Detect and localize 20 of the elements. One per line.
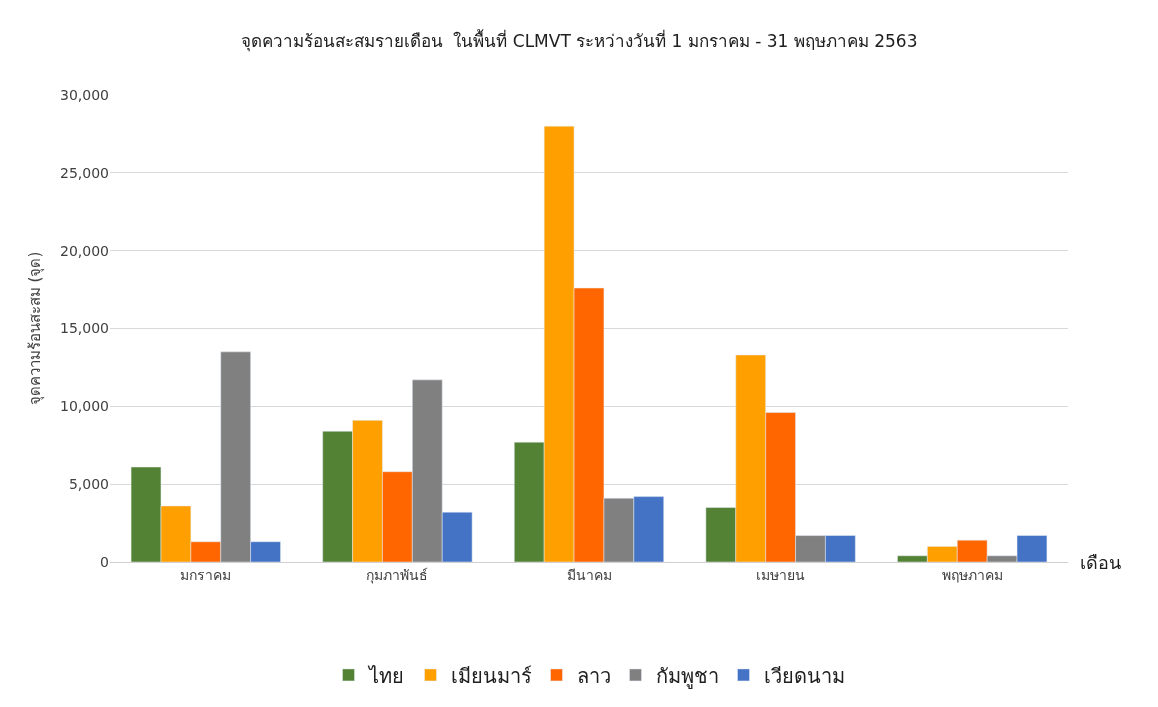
y-tick-label: 25,000 [60, 164, 109, 181]
legend-label: ลาว [576, 663, 611, 688]
y-axis-title: จุดความร้อนสะสม (จุด) [26, 251, 46, 406]
x-tick-label: พฤษภาคม [941, 566, 1003, 583]
x-tick-label: มีนาคม [566, 566, 612, 583]
x-axis-title: เดือน [1080, 552, 1121, 573]
legend-label: เวียดนาม [763, 663, 845, 688]
y-tick-label: 20,000 [60, 242, 109, 259]
x-tick-label: เมษายน [756, 566, 806, 583]
y-tick-label: 5,000 [68, 476, 109, 493]
y-tick-label: 30,000 [60, 86, 109, 103]
legend-label: ไทย [366, 663, 404, 688]
chart-title: จุดความร้อนสะสมรายเดือน ในพื้นที่ CLMVT ระหว่างวันที่ 1 มกราคม - 31 พฤษภาคม 2563 [240, 29, 918, 53]
legend-label: เมียนมาร์ [450, 663, 532, 688]
y-tick-label: 0 [100, 553, 109, 570]
x-tick-label: มกราคม [180, 566, 232, 583]
y-tick-label: 10,000 [60, 398, 109, 415]
legend-label: กัมพูชา [655, 663, 719, 689]
y-tick-label: 15,000 [60, 320, 109, 337]
x-tick-label: กุมภาพันธ์ [366, 566, 429, 584]
